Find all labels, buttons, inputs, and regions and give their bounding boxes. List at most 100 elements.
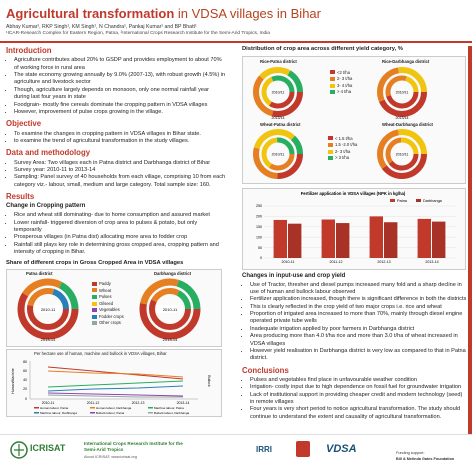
x-tick-label: 2011-12 (330, 260, 343, 264)
method-list: Survey Area: Two villages each in Patna … (6, 160, 226, 190)
line-bullock-darbhanga (47, 394, 183, 398)
bar-darbhanga-2011-12 (336, 222, 350, 258)
legend-swatch (34, 412, 39, 414)
factor-chart-title: Per hectare use of human, machine and bu… (34, 351, 167, 357)
list-item: Rainfall still plays key role in determi… (14, 242, 226, 257)
share-chart-title: Share of different crops in Gross Croppe… (6, 259, 184, 266)
legend-item: 1.5 -2.0 t/ha (328, 142, 357, 148)
line-machine-darbhanga (47, 385, 184, 392)
wheat-darbhanga-label: Wheat-Darbhanga district (382, 121, 433, 127)
method-heading: Data and methodology (6, 148, 91, 158)
list-item: Area producing more than 4.0 t/ha rice a… (250, 333, 468, 348)
legend-label: Human labour, Patna (40, 406, 69, 410)
objective-list: To examine the changes in cropping patte… (6, 131, 226, 146)
legend-item: Pulses (92, 294, 124, 300)
legend-label: Machine labour, Patna (154, 406, 184, 410)
year-label: 2013/14 (272, 116, 285, 120)
legend-item: <2 t/ha (330, 70, 352, 76)
list-item: Rice and wheat still dominating- due to … (14, 212, 226, 219)
affiliation: ¹ICAR-Research Complex for Eastern Regio… (6, 31, 270, 36)
objective-heading: Objective (6, 119, 42, 129)
conclusions-list: Pulses and vegetables find place in unfa… (242, 377, 468, 421)
y-tick-label: 20 (23, 387, 27, 391)
donut-ring (377, 128, 427, 179)
changes-list: Use of Tractor, thresher and diesel pump… (242, 282, 468, 363)
legend-item: Paddy (92, 281, 124, 287)
donut-ring (17, 278, 79, 340)
y-tick-label: 200 (256, 214, 262, 218)
wheat-patna-label: Wheat-Patna district (260, 121, 301, 127)
rice-yield-legend: <2 t/ha 2- 3 t/ha 3- 4 t/ha > 4 t/ha (330, 70, 352, 96)
line-human-darbhanga (47, 370, 184, 378)
intro-heading: Introduction (6, 46, 52, 55)
list-item: Lower rainfall- triggered diversion of c… (14, 220, 226, 235)
rice-patna-label: Rice-Patna district (260, 58, 297, 64)
results-heading: Results (6, 192, 35, 202)
legend-label: Bullock labour, Darbhanga (154, 411, 190, 415)
yield-panel (242, 55, 466, 184)
list-item: Fertilizer application increased, though… (250, 296, 468, 303)
factor-line-chart: 0 20 40 60 80 Human/Machine Bullock 2010… (11, 360, 211, 415)
donut-ring (253, 66, 303, 117)
donut-ring (139, 278, 201, 340)
list-item: Irrigation- costly input due to high dep… (250, 384, 468, 391)
factor-chart-panel (6, 349, 222, 418)
list-item: Survey Area: Two villages each in Patna … (14, 160, 226, 167)
x-tick-label: 2013-14 (425, 260, 438, 264)
factor-chart: Per hectare use of human, machine and bu… (6, 349, 226, 418)
donut-wheat-darbhanga: 2010/11 (377, 128, 427, 179)
x-tick-label: 2012-13 (377, 260, 390, 264)
x-tick-label: 2013-14 (177, 401, 190, 405)
donut-ring (261, 75, 295, 109)
bar-patna-2013-14 (417, 218, 431, 258)
legend-swatch-darbhanga (416, 198, 421, 202)
funding-label: Funding support: (396, 451, 425, 455)
y-axis-label: Human/Machine (11, 368, 15, 394)
yield-title: Distribution of crop area across differe… (242, 46, 403, 52)
year-label: 2010-11 (41, 307, 56, 312)
bar-darbhanga-2010-11 (288, 223, 302, 258)
year-label: 2010/11 (396, 90, 409, 94)
donut-ring (139, 278, 201, 340)
legend-swatch (90, 407, 95, 409)
year-label-bg (157, 305, 183, 314)
x-tick-label: 2010-11 (42, 401, 55, 405)
yield-donuts: Rice-Patna district Rice-Darbhanga distr… (242, 55, 468, 184)
side-accent-bar (468, 46, 472, 434)
legend-item: 3- 4 t/ha (330, 83, 352, 89)
legend-item: Vegetables (92, 307, 124, 313)
legend-swatch-patna (390, 198, 395, 202)
bar-darbhanga-2012-13 (384, 221, 398, 258)
list-item: Prosperous villages (in Patna dist) allo… (14, 234, 226, 241)
list-item: Inadequate irrigation applied by poor fa… (250, 326, 468, 333)
intro-list: Agriculture contributes about 20% to GSD… (6, 57, 226, 116)
list-item: However, improvement of pulse crops grow… (14, 109, 226, 116)
y-tick-label: 250 (256, 204, 262, 208)
y-tick-label: 0 (25, 397, 27, 401)
conclusions-heading: Conclusions (242, 365, 289, 375)
list-item: The state economy growing annually by 9.… (14, 72, 226, 87)
year-label: 2010-11 (163, 307, 178, 312)
donut-ring (385, 137, 419, 171)
list-item: Use of Tractor, thresher and diesel pump… (250, 282, 468, 297)
irri-logo: IRRI (256, 445, 272, 454)
legend-item: > 3 t/ha (328, 155, 357, 161)
share-legend: Paddy Wheat Pulses Oilseed Vegetables Fo… (92, 281, 124, 327)
list-item: However yield realisation in Darbhanga d… (250, 348, 468, 363)
bar-patna-2012-13 (369, 216, 383, 258)
list-item: Proportion of irrigated area increased t… (250, 311, 468, 326)
donut-rice-darbhanga: 2010/11 (377, 66, 427, 117)
legend-item: Wheat (92, 288, 124, 294)
list-item: Foodgrain- mostly fine cereals dominate … (14, 102, 226, 109)
donut-ring (385, 137, 419, 171)
bar-darbhanga-2013-14 (432, 221, 446, 258)
icrisat-logo-text: ICRISAT (30, 443, 66, 453)
x-tick-label: 2010-11 (282, 260, 295, 264)
right-column: Distribution of crop area across differe… (242, 46, 468, 424)
fertilizer-chart: Fertilizer application in VDSA villages … (242, 187, 468, 270)
icar-logo-icon (296, 441, 310, 457)
year-label: 2013/14 (396, 116, 409, 120)
legend-item: 2- 3 t/ha (330, 76, 352, 82)
list-item: To examine the changes in cropping patte… (14, 131, 226, 138)
donut-ring (377, 66, 427, 117)
